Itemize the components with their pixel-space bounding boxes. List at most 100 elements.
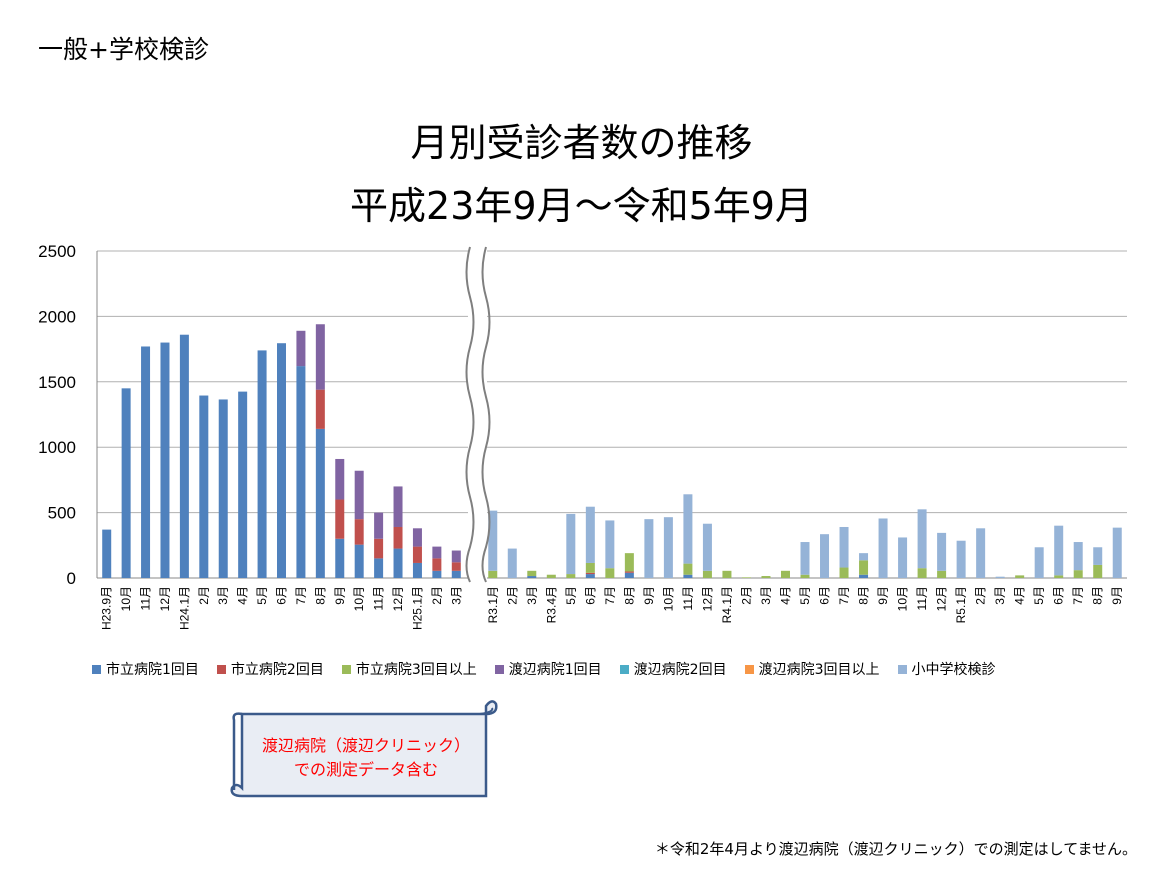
legend-swatch — [619, 664, 629, 674]
bar-segment — [393, 548, 403, 578]
bar-segment — [917, 568, 927, 578]
x-tick-label: 2月 — [505, 586, 519, 605]
x-tick-label: 9月 — [642, 586, 656, 605]
bar-segment — [296, 330, 306, 367]
bar-segment — [432, 570, 442, 578]
bar-segment — [354, 544, 364, 578]
bar-segment — [898, 537, 908, 578]
bar-segment — [741, 577, 751, 578]
bar-segment — [335, 458, 345, 500]
x-tick-label: 7月 — [603, 586, 617, 605]
bar-segment — [546, 574, 556, 578]
legend-label: 渡辺病院1回目 — [508, 662, 602, 678]
bar-segment — [507, 548, 517, 578]
bar-segment — [683, 494, 693, 564]
y-tick-label: 2500 — [38, 242, 76, 261]
x-tick-label: H25.1月 — [410, 586, 424, 630]
x-tick-label: 5月 — [1032, 586, 1046, 605]
x-tick-label: 3月 — [759, 586, 773, 605]
axis-break-line — [465, 246, 475, 583]
bar-segment — [566, 513, 576, 575]
bar-segment — [412, 528, 422, 547]
x-tick-label: 11月 — [915, 586, 929, 610]
legend-label: 渡辺病院3回目以上 — [758, 662, 880, 678]
bar-segment — [644, 519, 654, 578]
bar-segment — [995, 576, 1005, 578]
x-tick-label: 5月 — [798, 586, 812, 605]
bar-segment — [102, 529, 112, 578]
x-tick-label: 7月 — [837, 586, 851, 605]
bar-segment — [374, 512, 384, 539]
bar-segment — [315, 389, 325, 429]
bar-segment — [315, 324, 325, 390]
x-tick-label: 10月 — [119, 586, 133, 611]
bar-segment — [566, 574, 576, 578]
y-tick-label: 1500 — [38, 373, 76, 392]
bar-chart: 0 500 1000 1500 2000 2500 H23.9月 10月 11月 12月 H24.… — [38, 242, 1127, 630]
legend-item: 渡辺病院1回目 — [494, 659, 602, 679]
bar-segment — [335, 538, 345, 578]
bar-segment — [412, 562, 422, 578]
bar-segment — [917, 509, 927, 569]
x-tick-label: 7月 — [294, 586, 308, 605]
bar-segment — [179, 334, 189, 578]
x-tick-label: 10月 — [896, 586, 910, 611]
bar-segment — [937, 532, 947, 571]
axis-break — [465, 246, 491, 586]
bar-segment — [585, 562, 595, 573]
bar-segment — [605, 520, 615, 569]
bar-segment — [374, 558, 384, 578]
bar-segment — [1073, 542, 1083, 571]
x-tick-label: 11月 — [372, 586, 386, 610]
bar-segment — [956, 540, 966, 578]
bar-segment — [780, 570, 790, 578]
bar-segment — [257, 350, 267, 578]
x-tick-label: 6月 — [818, 586, 832, 605]
footnote: ＊令和2年4月より渡辺病院（渡辺クリニック）での測定はしてません。 — [654, 840, 1137, 858]
bar-segment — [393, 486, 403, 527]
bar-segment — [605, 568, 615, 578]
bar-segment — [1034, 547, 1044, 578]
bar-segment — [432, 558, 442, 571]
bar-segment — [585, 572, 595, 575]
bar-segment — [702, 523, 712, 571]
bar-segment — [121, 388, 131, 578]
bar-segment — [1093, 564, 1103, 578]
y-tick-label: 500 — [48, 504, 76, 523]
bar-segment — [800, 542, 810, 575]
legend-swatch — [744, 664, 754, 674]
x-tick-label: 4月 — [778, 586, 792, 605]
x-axis-ticks: H23.9月 10月 11月 12月 H24.1月 2月 3月 4月 5月 6月 7月 8月 9月 10月… — [100, 586, 1125, 630]
legend-swatch — [92, 664, 101, 674]
bar-segment — [218, 399, 228, 578]
bar-segment — [839, 526, 849, 568]
bar-segment — [859, 574, 869, 578]
bar-segment — [1054, 525, 1064, 576]
x-tick-label: 12月 — [935, 586, 949, 611]
x-tick-label: 4月 — [1013, 586, 1027, 605]
x-tick-label: 8月 — [313, 586, 327, 605]
chart-subtitle: 平成23年9月～令和5年9月 — [350, 184, 813, 228]
bar-segment — [663, 517, 673, 578]
bar-segment — [488, 510, 498, 571]
x-tick-label: 2月 — [974, 586, 988, 605]
x-tick-label: 6月 — [1052, 586, 1066, 605]
bar-segment — [683, 574, 693, 578]
x-tick-label: 2月 — [739, 586, 753, 605]
bar-segment — [199, 395, 209, 578]
bar-segment — [624, 572, 634, 578]
bar-segment — [878, 518, 888, 578]
x-tick-label: 11月 — [139, 586, 153, 610]
bar-segment — [624, 571, 634, 573]
x-tick-label: 8月 — [857, 586, 871, 605]
bar-segment — [432, 546, 442, 559]
bar-segment — [800, 574, 810, 578]
bar-segment — [722, 570, 732, 578]
bar-segment — [683, 563, 693, 575]
x-tick-label: R3.4月 — [544, 586, 558, 623]
bar-segment — [160, 342, 170, 578]
legend-label: 渡辺病院2回目 — [633, 662, 727, 678]
bar-segment — [451, 562, 461, 571]
bar-segment — [820, 534, 830, 578]
x-tick-label: 8月 — [1091, 586, 1105, 605]
